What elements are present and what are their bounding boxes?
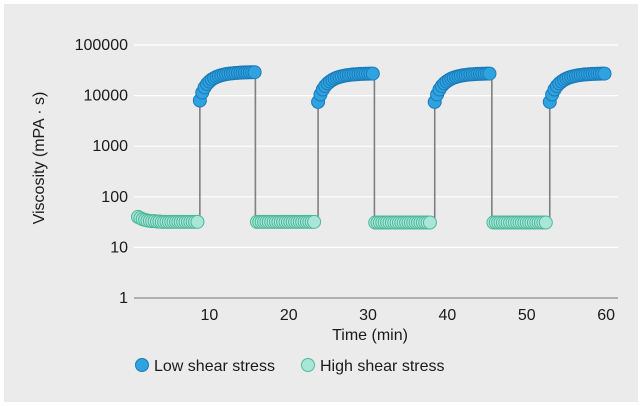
legend: Low shear stress High shear stress (135, 358, 445, 375)
low-shear-point (365, 66, 380, 81)
x-axis-title: Time (min) (332, 327, 408, 344)
x-tick-label: 20 (280, 307, 298, 324)
x-tick-label: 10 (200, 307, 218, 324)
y-tick-label: 10 (110, 239, 128, 256)
viscosity-chart: 1 10 100 1000 10000 100000 10 20 30 40 50 60 Time (… (31, 37, 618, 375)
y-tick-label: 100 (101, 189, 128, 206)
x-tick-label: 50 (518, 307, 536, 324)
y-tick-label: 1 (119, 290, 128, 307)
legend-marker-high-shear (301, 358, 315, 372)
y-tick-label: 100000 (75, 37, 128, 54)
x-tick-label: 60 (597, 307, 615, 324)
legend-marker-low-shear (135, 358, 149, 372)
high-shear-point (538, 215, 553, 230)
grid-lines (134, 44, 618, 248)
chart-panel: 1 10 100 1000 10000 100000 10 20 30 40 50 60 Time (… (4, 4, 638, 402)
connector-lines (199, 72, 551, 223)
low-shear-point (597, 66, 612, 81)
high-shear-point (422, 215, 437, 230)
high-shear-point (190, 214, 205, 229)
y-tick-label: 10000 (84, 88, 129, 105)
data-points (130, 65, 612, 230)
x-tick-label: 30 (359, 307, 377, 324)
y-axis-title: Viscosity (mPA · s) (31, 92, 48, 225)
legend-label-low-shear: Low shear stress (154, 358, 275, 375)
legend-label-high-shear: High shear stress (320, 358, 445, 375)
x-tick-label: 40 (439, 307, 457, 324)
low-shear-point (247, 65, 262, 80)
low-shear-point (482, 66, 497, 81)
high-shear-point (307, 214, 322, 229)
axes: 1 10 100 1000 10000 100000 10 20 30 40 50 60 (75, 37, 618, 324)
y-tick-label: 1000 (92, 138, 128, 155)
